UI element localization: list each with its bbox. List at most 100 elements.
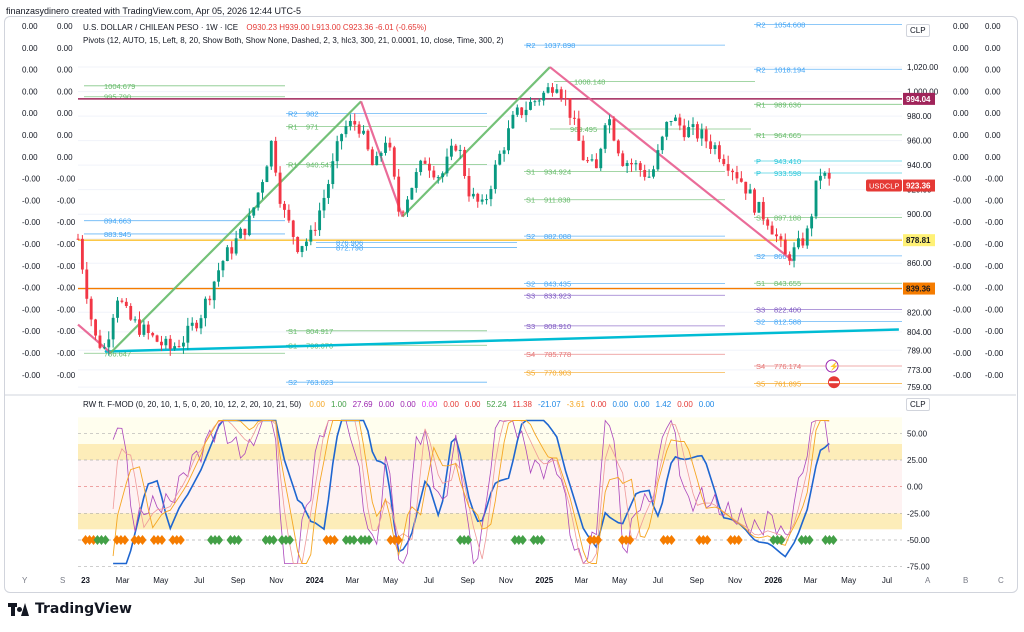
- right-scale-a-label: 0.00: [953, 66, 969, 75]
- osc-diamond-marker: [667, 535, 676, 545]
- osc-diamond-marker: [829, 535, 838, 545]
- price-tag-bg: [903, 179, 935, 192]
- left-scale-b-label: -0.00: [57, 349, 76, 358]
- x-tick-label: Sep: [231, 576, 246, 585]
- oscillator-values: 0.00 1.00 27.69 0.00 0.00 0.00 0.00 0.00 52.24 11…: [303, 400, 714, 409]
- pivot-value-label: 776.174: [774, 362, 801, 371]
- x-tick-label: Mar: [116, 576, 130, 585]
- candle-body: [107, 339, 111, 348]
- right-scale-a-label: 0.00: [953, 44, 969, 53]
- left-scale-a-label: -0.00: [22, 240, 41, 249]
- right-scale-a-label: 0.00: [953, 109, 969, 118]
- candle-body: [155, 335, 159, 342]
- left-scale-a-label: -0.00: [22, 349, 41, 358]
- axis-letter-label: A: [925, 576, 931, 585]
- left-scale-a-label: -0.00: [22, 371, 41, 380]
- candle-body: [98, 335, 102, 348]
- pivot-value-label: 833.923: [544, 291, 571, 300]
- x-tick-label: Jul: [424, 576, 434, 585]
- osc-tick-label: -25.00: [907, 509, 930, 518]
- pivot-value-label: 934.924: [544, 167, 571, 176]
- candle-body: [454, 145, 458, 151]
- pivot-value-label: 943.410: [774, 157, 801, 166]
- candle-body: [761, 201, 765, 220]
- candle-body: [274, 140, 278, 173]
- candle-body: [375, 156, 379, 166]
- price-tick-label: 940.00: [907, 161, 932, 170]
- oscillator-value: 0.00: [634, 400, 650, 409]
- candle-body: [458, 149, 462, 151]
- candle-body: [502, 150, 506, 154]
- candle-body: [160, 341, 163, 346]
- right-scale-b-label: 0.00: [985, 66, 1001, 75]
- candle-body: [674, 117, 677, 121]
- left-scale-b-label: -0.00: [57, 371, 76, 380]
- candle-body: [665, 121, 669, 137]
- candle-body: [722, 158, 726, 165]
- left-scale-a-label: 0.00: [22, 66, 38, 75]
- price-tag-label: 878.81: [906, 236, 931, 245]
- pivot-value-label: 804.917: [306, 327, 333, 336]
- symbol-name: U.S. DOLLAR / CHILEAN PESO · 1W · ICE: [83, 23, 239, 32]
- pivot-value-label: 770.903: [544, 369, 571, 378]
- candle-body: [748, 189, 752, 194]
- price-tag-bg: [903, 92, 935, 105]
- right-scale-a-label: -0.00: [953, 284, 972, 293]
- oscillator-value: 0.00: [612, 400, 629, 409]
- right-scale-a-label: -0.00: [953, 175, 972, 184]
- right-scale-a-label: 0.00: [953, 87, 969, 96]
- left-scale-a-label: 0.00: [22, 22, 38, 31]
- candle-body: [190, 322, 194, 326]
- candle-body: [199, 318, 203, 329]
- pivot-value-label: 894.663: [104, 217, 131, 226]
- oscillator-value: 1.42: [655, 400, 672, 409]
- zigzag-line: [359, 101, 404, 218]
- zigzag-line: [401, 66, 551, 218]
- candle-body: [507, 128, 510, 151]
- left-scale-b-label: -0.00: [57, 218, 76, 227]
- left-scale-a-label: 0.00: [22, 109, 38, 118]
- oscillator-legend[interactable]: RW ft. F-MOD (0, 20, 10, 1, 5, 0, 20, 10…: [83, 400, 714, 409]
- price-tick-label: 860.00: [907, 259, 932, 268]
- candle-body: [432, 170, 436, 178]
- price-tick-label: 900.00: [907, 210, 932, 219]
- osc-purple-line: [112, 419, 830, 565]
- pivot-value-label: 1037.898: [544, 41, 575, 50]
- candle-body: [770, 225, 774, 235]
- candle-body: [283, 203, 286, 210]
- candle-body: [129, 306, 133, 320]
- pivots-legend[interactable]: Pivots (12, AUTO, 15, Left, 8, 20, Show …: [83, 36, 504, 45]
- right-scale-a-label: -0.00: [953, 218, 972, 227]
- left-scale-b-label: 0.00: [57, 153, 73, 162]
- symbol-legend[interactable]: U.S. DOLLAR / CHILEAN PESO · 1W · ICE O9…: [83, 23, 427, 32]
- candle-body: [612, 119, 616, 141]
- candle-body: [520, 107, 524, 116]
- candle-body: [80, 238, 84, 270]
- candle-body: [717, 145, 721, 159]
- candle-body: [410, 187, 414, 200]
- oscillator-value: 0.00: [400, 400, 416, 409]
- pivot-value-label: 876.906: [336, 239, 363, 248]
- pivot-value-label: 982: [306, 110, 319, 119]
- right-scale-a-label: -0.00: [953, 240, 972, 249]
- candle-body: [546, 87, 550, 93]
- x-tick-label: May: [841, 576, 856, 585]
- candle-body: [467, 175, 471, 197]
- candle-body: [142, 324, 146, 335]
- trend-line: [104, 328, 899, 353]
- candle-body: [586, 160, 590, 162]
- price-tag-label: 994.04: [906, 95, 931, 104]
- flag-icon-stripe: [829, 381, 839, 384]
- pivot-type-label: S2: [756, 317, 765, 326]
- osc-tick-label: -50.00: [907, 536, 930, 545]
- pivot-type-label: S5: [526, 369, 535, 378]
- right-scale-a-label: -0.00: [953, 327, 972, 336]
- x-tick-label: Nov: [269, 576, 283, 585]
- candle-body: [814, 180, 818, 217]
- candle-body: [362, 130, 365, 134]
- lightning-icon-glyph: ⚡: [829, 361, 839, 371]
- candle-body: [775, 234, 778, 237]
- left-scale-b-label: -0.00: [57, 327, 76, 336]
- candle-body: [753, 189, 756, 213]
